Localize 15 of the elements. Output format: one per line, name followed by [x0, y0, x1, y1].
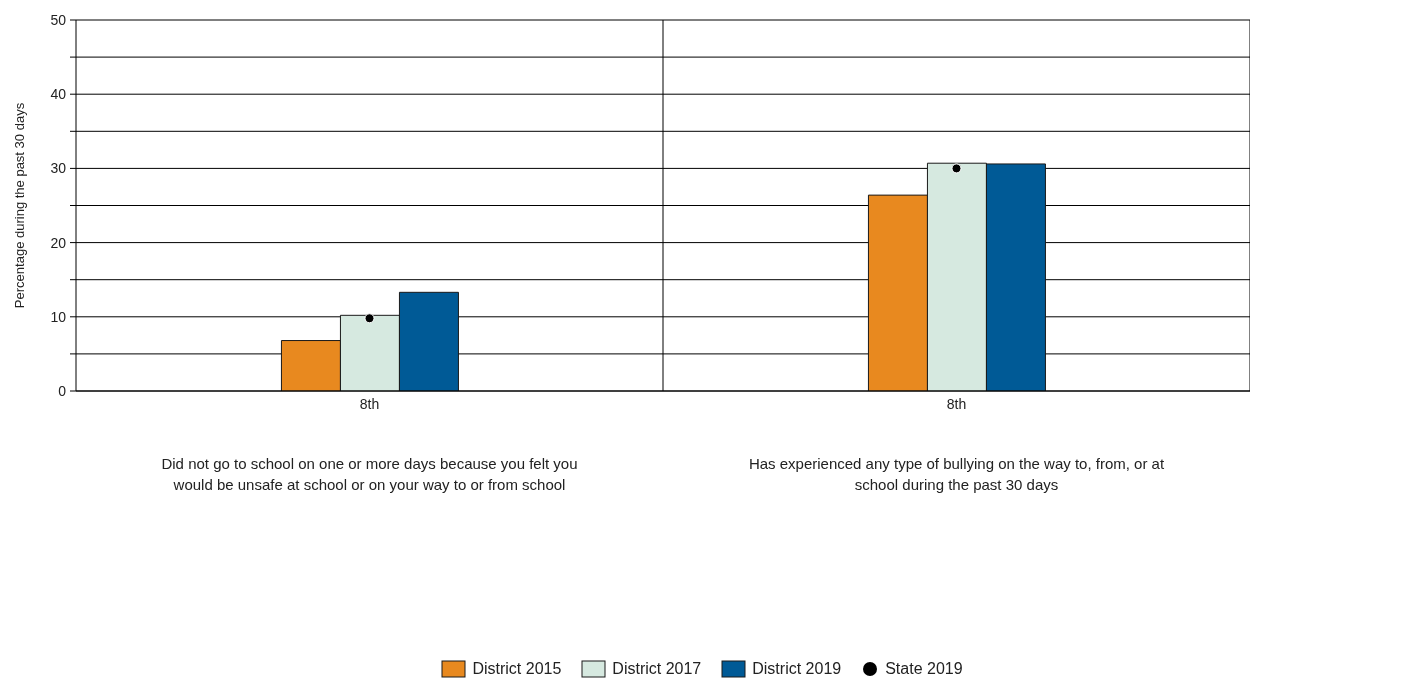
text: Has experienced any type of bullying on the way to, from, or at school during the past 30 days [747, 454, 1166, 495]
x-tick-label: 8th [946, 395, 967, 412]
legend-label: District 2015 [471, 660, 562, 678]
y-tick-label: 20 [50, 234, 67, 251]
y-tick-label: 10 [50, 308, 67, 325]
y-axis-title: Percentage during the past 30 days [11, 102, 27, 309]
text: Did not go to school on one or more days because you felt you would be unsafe at school or on your way to or from school [160, 454, 579, 495]
x-tick-label: 8th [359, 395, 380, 412]
y-tick-label: 40 [50, 86, 67, 103]
legend-label: State 2019 [884, 660, 963, 678]
legend-label: District 2019 [751, 660, 842, 678]
y-tick-label: 30 [50, 160, 67, 177]
y-tick-label: 50 [50, 12, 67, 28]
legend-label: District 2017 [611, 660, 702, 678]
y-tick-label: 0 [58, 383, 67, 399]
